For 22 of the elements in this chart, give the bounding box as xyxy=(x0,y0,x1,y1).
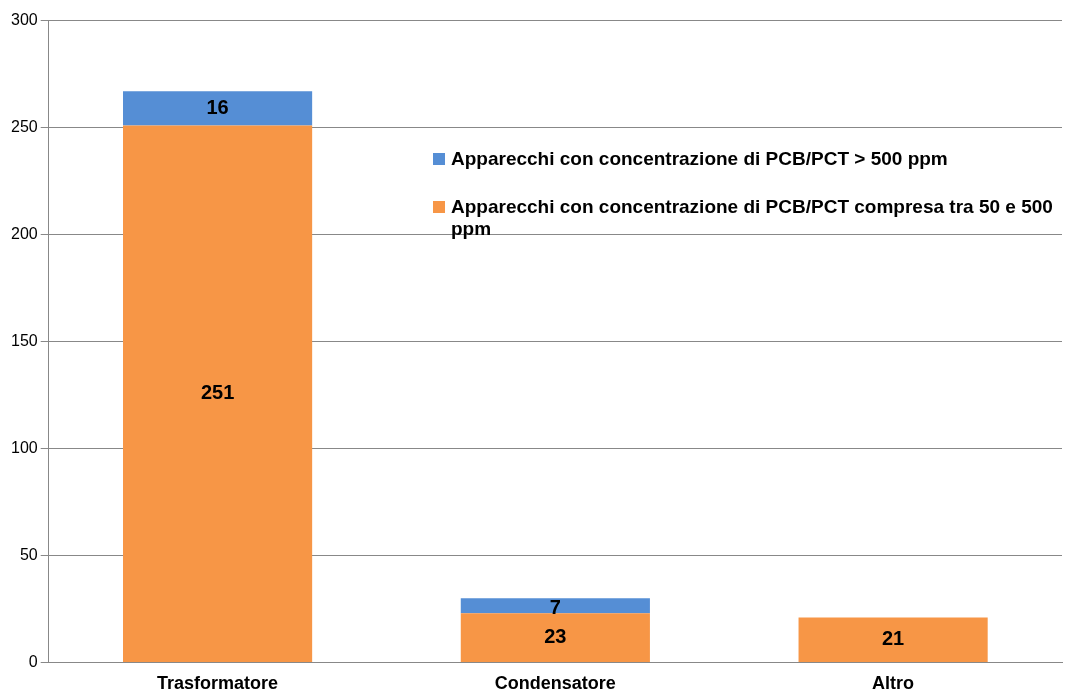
y-tick-label: 0 xyxy=(28,652,38,670)
x-tick-label: Trasformatore xyxy=(157,673,279,694)
data-label: 23 xyxy=(544,625,567,648)
bar xyxy=(798,617,988,662)
legend-label: Apparecchi con concentrazione di PCB/PCT > 500 ppm xyxy=(451,148,948,170)
data-label: 7 xyxy=(549,595,561,618)
x-tick-label: Condensatore xyxy=(494,673,616,694)
bar xyxy=(460,598,650,614)
y-tick-label: 250 xyxy=(10,117,38,135)
bar xyxy=(123,91,313,126)
bar xyxy=(123,125,313,662)
data-label: 16 xyxy=(206,95,229,118)
data-label: 251 xyxy=(200,381,235,404)
bar xyxy=(460,613,650,662)
y-tick-label: 200 xyxy=(10,224,38,242)
y-tick-label: 50 xyxy=(19,545,38,563)
x-tick-label: Altro xyxy=(872,673,915,694)
y-tick-label: 150 xyxy=(10,331,38,349)
y-tick-label: 100 xyxy=(10,438,38,456)
data-label: 21 xyxy=(881,627,905,650)
legend-label: Apparecchi con concentrazione di PCB/PCT compresa tra 50 e 500 ppm xyxy=(451,196,1054,240)
y-tick-label: 300 xyxy=(10,11,38,29)
